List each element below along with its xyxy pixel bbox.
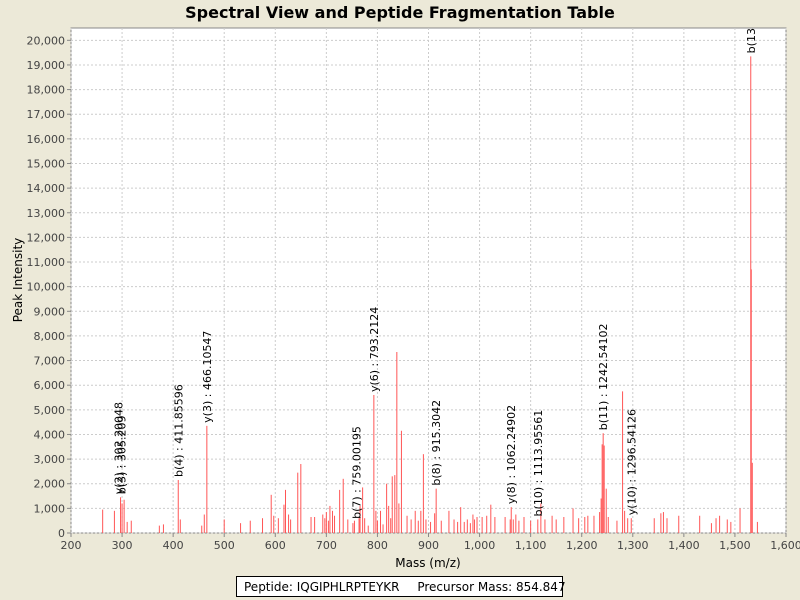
y-tick-label: 9,000	[34, 305, 66, 318]
y-tick-label: 19,000	[27, 59, 66, 72]
y-tick-label: 4,000	[34, 428, 66, 441]
y-tick-label: 5,000	[34, 404, 66, 417]
x-tick-label: 1,400	[668, 539, 700, 552]
grid-lines	[70, 28, 787, 534]
peak-annotation: b(11) : 1242.54102	[597, 323, 610, 430]
y-tick-label: 1,000	[34, 502, 66, 515]
peptide-info-legend: Peptide: IQGIPHLRPTEYKR Precursor Mass: …	[236, 576, 566, 597]
precursor-mass-label: Precursor Mass: 854.847	[417, 580, 566, 594]
y-axis-label: Peak Intensity	[11, 238, 25, 323]
x-tick-label: 1,100	[515, 539, 547, 552]
peak-annotation: b(13	[745, 28, 758, 53]
y-tick-label: 18,000	[27, 84, 66, 97]
peak-annotation: y(8) : 1062.24902	[505, 405, 518, 504]
y-tick-label: 13,000	[27, 207, 66, 220]
y-tick-label: 3,000	[34, 453, 66, 466]
x-tick-label: 900	[418, 539, 439, 552]
y-tick-label: 7,000	[34, 355, 66, 368]
x-axis-label: Mass (m/z)	[395, 556, 460, 570]
y-tick-label: 17,000	[27, 108, 66, 121]
axes: 200 300 400 500 600 700 800 900 1,000 1,100 1,200 1…	[27, 34, 800, 552]
y-tick-label: 0	[58, 527, 65, 540]
y-tick-label: 15,000	[27, 157, 66, 170]
peak-annotation: b(7) : 759.00195	[350, 426, 363, 519]
y-tick-label: 20,000	[27, 34, 66, 47]
x-tick-label: 1,500	[719, 539, 751, 552]
x-tick-label: 300	[112, 539, 133, 552]
x-tick-label: 500	[214, 539, 235, 552]
peak-annotation: b(8) : 915.3042	[430, 400, 443, 486]
peaks-series	[102, 56, 758, 533]
y-tick-label: 8,000	[34, 330, 66, 343]
y-tick-label: 14,000	[27, 182, 66, 195]
peak-annotation: y(2) : 302.20048	[112, 402, 125, 494]
peak-annotation: y(3) : 466.10547	[201, 331, 214, 423]
peak-annotation: y(10) : 1296.54126	[625, 409, 638, 515]
x-tick-label: 1,200	[566, 539, 598, 552]
y-tick-label: 2,000	[34, 478, 66, 491]
peak-annotation: b(10) : 1113.95561	[532, 410, 545, 517]
x-tick-label: 200	[61, 539, 82, 552]
x-tick-label: 1,300	[617, 539, 649, 552]
x-tick-label: 800	[367, 539, 388, 552]
y-tick-label: 6,000	[34, 379, 66, 392]
peak-annotation: b(4) : 411.85596	[172, 384, 185, 477]
x-tick-label: 1,000	[464, 539, 496, 552]
x-tick-label: 700	[316, 539, 337, 552]
x-tick-label: 1,600	[770, 539, 800, 552]
y-tick-label: 10,000	[27, 281, 66, 294]
y-tick-label: 12,000	[27, 231, 66, 244]
peak-annotation: y(6) : 793.2124	[368, 307, 381, 392]
x-tick-label: 400	[163, 539, 184, 552]
peptide-label: Peptide: IQGIPHLRPTEYKR	[244, 580, 400, 594]
y-tick-label: 11,000	[27, 256, 66, 269]
peak-annotation: b(3) : 305.209	[116, 416, 129, 495]
y-tick-label: 16,000	[27, 133, 66, 146]
chart-title: Spectral View and Peptide Fragmentation …	[185, 3, 615, 22]
x-tick-label: 600	[265, 539, 286, 552]
